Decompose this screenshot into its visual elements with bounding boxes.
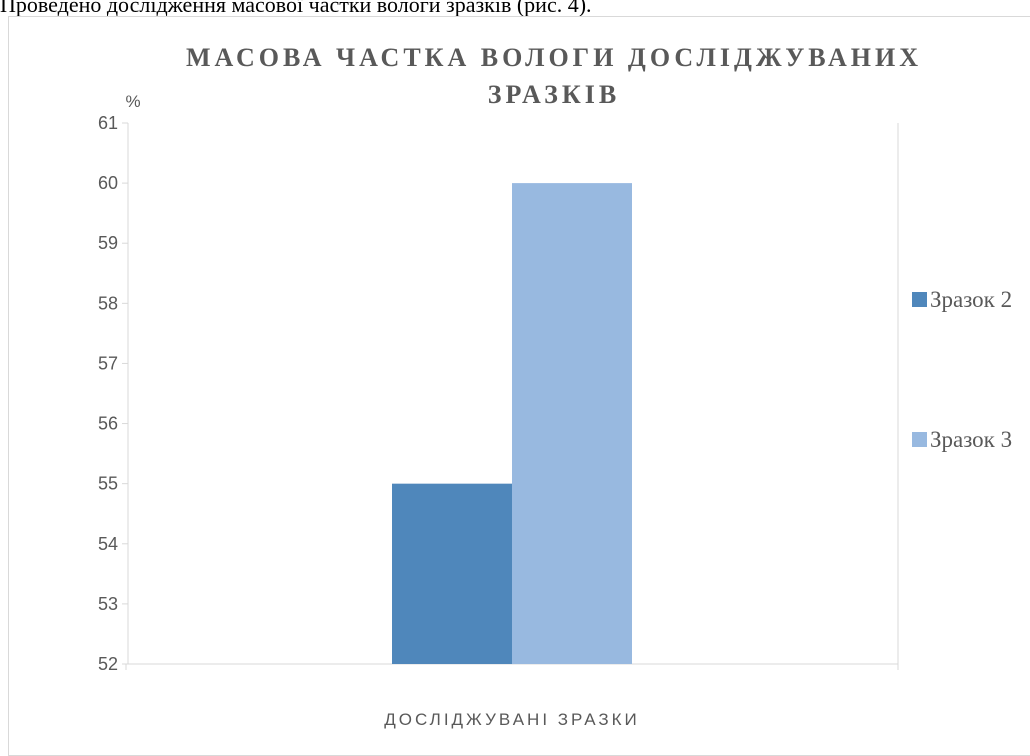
x-axis-label: ДОСЛІДЖУВАНІ ЗРАЗКИ	[384, 710, 640, 729]
y-tick-label: 54	[98, 534, 118, 554]
chart-title-line-2: ЗРАЗКІВ	[488, 80, 620, 109]
y-tick-label: 52	[98, 654, 118, 674]
bar-1	[392, 483, 512, 664]
chart-title-line-1: МАСОВА ЧАСТКА ВОЛОГИ ДОСЛІДЖУВАНИХ	[186, 43, 922, 72]
legend-swatch-1	[912, 292, 927, 307]
caption-text: Проведено дослідження масової частки вол…	[0, 0, 592, 17]
y-axis-label: %	[125, 92, 140, 111]
y-tick-label: 59	[98, 233, 118, 253]
y-tick-label: 58	[98, 293, 118, 313]
legend-label-1: Зразок 2	[930, 287, 1012, 312]
legend-swatch-2	[912, 432, 927, 447]
legend-label-2: Зразок 3	[930, 427, 1012, 452]
bar-2	[512, 183, 632, 664]
y-tick-label: 55	[98, 474, 118, 494]
y-tick-label: 57	[98, 353, 118, 373]
y-tick-label: 56	[98, 414, 118, 434]
y-tick-label: 60	[98, 173, 118, 193]
y-tick-label: 61	[98, 113, 118, 133]
y-tick-label: 53	[98, 594, 118, 614]
